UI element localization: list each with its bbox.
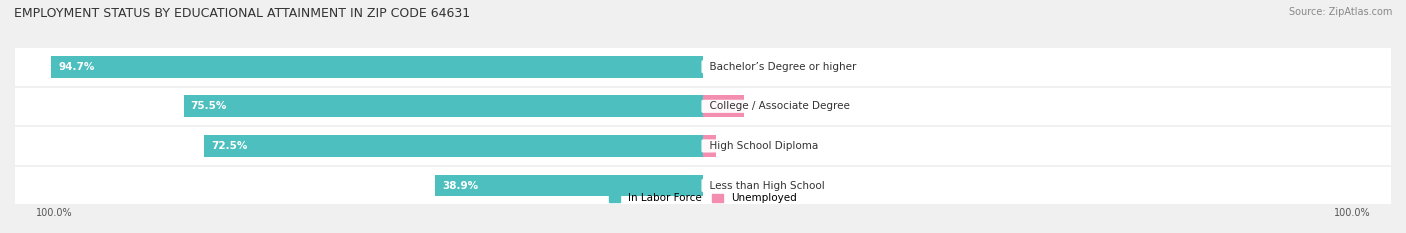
Bar bbox=[15, 127, 1391, 165]
Bar bbox=[15, 167, 1391, 204]
Text: Bachelor’s Degree or higher: Bachelor’s Degree or higher bbox=[703, 62, 863, 72]
Text: 100.0%: 100.0% bbox=[1334, 208, 1371, 218]
Bar bbox=[703, 96, 744, 117]
Text: College / Associate Degree: College / Associate Degree bbox=[703, 101, 856, 111]
Text: 100.0%: 100.0% bbox=[35, 208, 72, 218]
Text: EMPLOYMENT STATUS BY EDUCATIONAL ATTAINMENT IN ZIP CODE 64631: EMPLOYMENT STATUS BY EDUCATIONAL ATTAINM… bbox=[14, 7, 470, 20]
Text: 75.5%: 75.5% bbox=[190, 101, 226, 111]
Text: 0.0%: 0.0% bbox=[710, 62, 737, 72]
Text: 1.9%: 1.9% bbox=[723, 141, 749, 151]
Text: Less than High School: Less than High School bbox=[703, 181, 831, 191]
Bar bbox=[436, 175, 703, 196]
Text: 94.7%: 94.7% bbox=[58, 62, 94, 72]
Text: 0.0%: 0.0% bbox=[710, 181, 737, 191]
Legend: In Labor Force, Unemployed: In Labor Force, Unemployed bbox=[605, 189, 801, 207]
Text: 38.9%: 38.9% bbox=[443, 181, 478, 191]
Bar bbox=[52, 56, 703, 78]
Bar bbox=[703, 135, 716, 157]
Bar bbox=[15, 48, 1391, 86]
Text: Source: ZipAtlas.com: Source: ZipAtlas.com bbox=[1288, 7, 1392, 17]
Text: 6.0%: 6.0% bbox=[751, 101, 778, 111]
Bar bbox=[15, 88, 1391, 125]
Text: High School Diploma: High School Diploma bbox=[703, 141, 825, 151]
Bar bbox=[204, 135, 703, 157]
Text: 72.5%: 72.5% bbox=[211, 141, 247, 151]
Bar bbox=[184, 96, 703, 117]
